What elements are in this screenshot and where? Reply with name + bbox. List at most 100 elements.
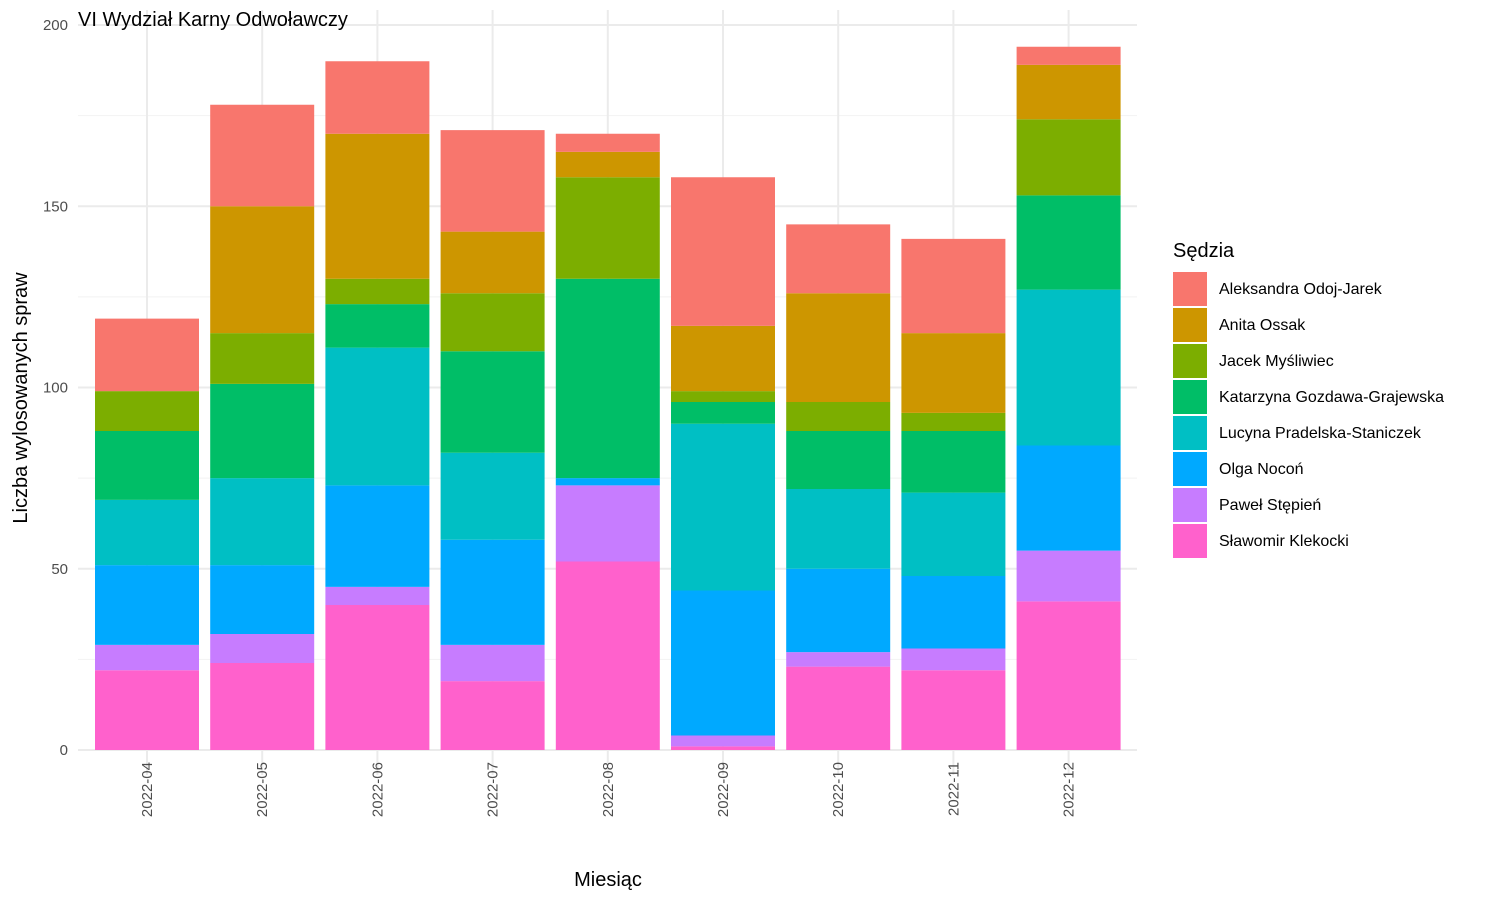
bar-segment — [901, 670, 1006, 750]
bar-segment — [671, 423, 775, 591]
y-axis-title: Liczba wylosowanych spraw — [10, 272, 32, 524]
bar-segment — [325, 61, 430, 134]
y-tick-label: 0 — [60, 742, 68, 759]
legend-swatch — [1173, 308, 1207, 342]
bar-segment — [325, 586, 430, 605]
y-tick-label: 100 — [43, 380, 68, 397]
legend-swatch — [1173, 452, 1207, 486]
bar-segment — [210, 663, 315, 750]
bar-segment — [901, 431, 1006, 493]
bar-segment — [901, 412, 1006, 431]
bar-segment — [95, 499, 199, 566]
bar-segment — [325, 304, 430, 348]
y-tick-label: 150 — [43, 198, 68, 215]
bar-segment — [671, 746, 775, 750]
x-tick-label: 2022-07 — [485, 762, 502, 817]
x-tick-label: 2022-12 — [1061, 762, 1078, 817]
bar-segment — [95, 565, 199, 645]
bar-segment — [1016, 119, 1121, 196]
bar-segment — [440, 130, 545, 232]
y-tick-label: 50 — [51, 561, 68, 578]
x-tick-label: 2022-11 — [945, 762, 962, 816]
bar-segment — [210, 634, 315, 663]
bar-segment — [1016, 445, 1121, 551]
bar-segment — [901, 492, 1006, 576]
bar-segment — [555, 177, 660, 279]
bar-segment — [1016, 195, 1121, 290]
bar-segment — [786, 224, 891, 294]
bar-segment — [786, 652, 891, 667]
bar-segment — [786, 293, 891, 402]
chart-title: VI Wydział Karny Odwoławczy — [78, 9, 348, 31]
bar-segment — [95, 644, 199, 671]
bar-segment — [1016, 289, 1121, 446]
bar-segment — [210, 333, 315, 384]
bars — [95, 46, 1121, 750]
legend-label: Paweł Stępień — [1219, 497, 1321, 514]
bar-segment — [901, 238, 1006, 334]
bar-segment — [440, 351, 545, 453]
bar-segment — [325, 605, 430, 750]
x-tick-label: 2022-05 — [254, 762, 271, 817]
legend-label: Olga Nocoń — [1219, 461, 1304, 478]
legend: Sędzia Aleksandra Odoj-Jarek Anita Ossak J… — [1173, 240, 1444, 558]
bar-segment — [555, 485, 660, 562]
bar-segment — [210, 565, 315, 634]
bar-segment — [440, 644, 545, 682]
legend-label: Sławomir Klekocki — [1219, 533, 1349, 550]
bar-segment — [1016, 601, 1121, 750]
bar-segment — [786, 666, 891, 750]
legend-label: Anita Ossak — [1219, 317, 1306, 334]
legend-label: Katarzyna Gozdawa-Grajewska — [1219, 389, 1444, 406]
x-tick-label: 2022-10 — [830, 762, 847, 817]
bar-segment — [1016, 46, 1121, 65]
bar-segment — [210, 478, 315, 566]
bar-segment — [555, 151, 660, 178]
bar-segment — [210, 206, 315, 334]
bar-segment — [671, 402, 775, 424]
bar-segment — [440, 452, 545, 540]
x-tick-label: 2022-04 — [139, 762, 156, 817]
bar-segment — [1016, 550, 1121, 602]
bar-segment — [786, 402, 891, 431]
x-tick-label: 2022-09 — [715, 762, 732, 817]
bar-segment — [95, 431, 199, 500]
legend-swatch — [1173, 344, 1207, 378]
legend-swatch — [1173, 524, 1207, 558]
bar-segment — [901, 576, 1006, 649]
bar-segment — [1016, 64, 1121, 120]
legend-label: Jacek Myśliwiec — [1219, 353, 1334, 370]
bar-segment — [95, 391, 199, 431]
bar-segment — [325, 347, 430, 486]
bar-segment — [786, 568, 891, 653]
bar-segment — [671, 391, 775, 402]
bar-segment — [325, 485, 430, 587]
legend-swatch — [1173, 416, 1207, 450]
x-tick-label: 2022-08 — [600, 762, 617, 817]
bar-segment — [440, 681, 545, 750]
x-tick-label: 2022-06 — [369, 762, 386, 817]
bar-segment — [671, 177, 775, 326]
y-axis-ticks: 0 50 100 150 200 — [43, 17, 68, 759]
legend-swatch — [1173, 380, 1207, 414]
bar-segment — [901, 333, 1006, 413]
legend-swatch — [1173, 272, 1207, 306]
bar-segment — [901, 648, 1006, 671]
bar-segment — [555, 133, 660, 152]
bar-segment — [786, 431, 891, 489]
legend-items: Aleksandra Odoj-Jarek Anita Ossak Jacek My… — [1173, 272, 1444, 558]
bar-segment — [440, 293, 545, 352]
bar-segment — [555, 561, 660, 750]
bar-segment — [210, 383, 315, 479]
bar-segment — [325, 278, 430, 305]
legend-swatch — [1173, 488, 1207, 522]
bar-segment — [555, 478, 660, 486]
bar-segment — [95, 318, 199, 392]
bar-segment — [210, 104, 315, 207]
bar-segment — [671, 325, 775, 392]
x-axis-ticks: 2022-04 2022-05 2022-06 2022-07 2022-08 2022-… — [139, 762, 1078, 817]
bar-segment — [440, 539, 545, 645]
bar-segment — [440, 231, 545, 294]
y-tick-label: 200 — [43, 17, 68, 34]
